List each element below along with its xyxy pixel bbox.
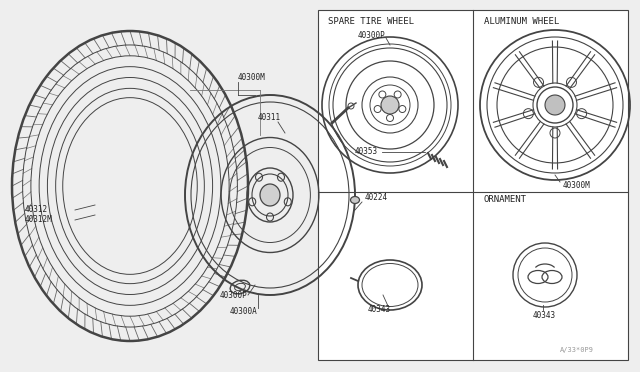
Text: ORNAMENT: ORNAMENT xyxy=(484,196,527,205)
Ellipse shape xyxy=(351,196,360,203)
Text: 40300P: 40300P xyxy=(220,291,248,299)
Text: 40311: 40311 xyxy=(258,113,281,122)
Bar xyxy=(318,10,628,360)
Text: 40312M: 40312M xyxy=(25,215,52,224)
Text: A/33*0P9: A/33*0P9 xyxy=(560,347,594,353)
Ellipse shape xyxy=(260,184,280,206)
Text: 40312: 40312 xyxy=(25,205,48,215)
Text: 40353: 40353 xyxy=(355,148,378,157)
Text: SPARE TIRE WHEEL: SPARE TIRE WHEEL xyxy=(328,17,414,26)
Text: ALUMINUM WHEEL: ALUMINUM WHEEL xyxy=(484,17,559,26)
Text: 40300P: 40300P xyxy=(358,31,386,39)
Text: 40300A: 40300A xyxy=(230,308,258,317)
Circle shape xyxy=(545,95,565,115)
Text: 40343: 40343 xyxy=(533,311,556,321)
Circle shape xyxy=(381,96,399,114)
Text: 40343: 40343 xyxy=(368,305,391,314)
Text: 40300M: 40300M xyxy=(238,74,266,83)
Text: 40224: 40224 xyxy=(365,193,388,202)
Text: 40300M: 40300M xyxy=(563,180,591,189)
